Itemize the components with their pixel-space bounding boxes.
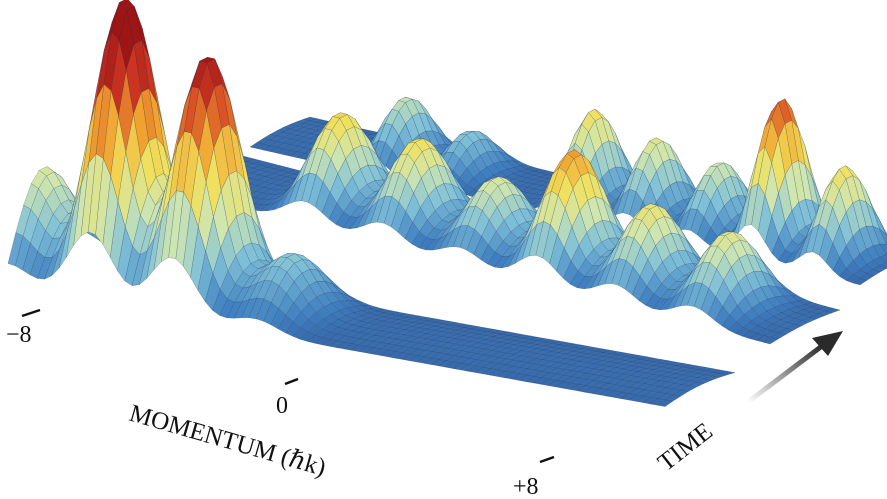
tick-mark-left xyxy=(21,308,41,318)
tick-mark-zero xyxy=(284,377,299,386)
time-slice-2 xyxy=(149,112,841,345)
tick-mark-right xyxy=(539,455,555,464)
tick-label-left: −8 xyxy=(6,322,32,348)
x-axis-label: MOMENTUM (ℏk) xyxy=(126,400,328,482)
tick-label-right: +8 xyxy=(513,474,539,499)
surface-slices xyxy=(7,0,887,407)
time-axis-label: TIME xyxy=(653,418,718,477)
time-arrow-icon xyxy=(746,331,843,404)
time-slice-1 xyxy=(7,0,736,407)
tick-label-zero: 0 xyxy=(276,393,288,419)
